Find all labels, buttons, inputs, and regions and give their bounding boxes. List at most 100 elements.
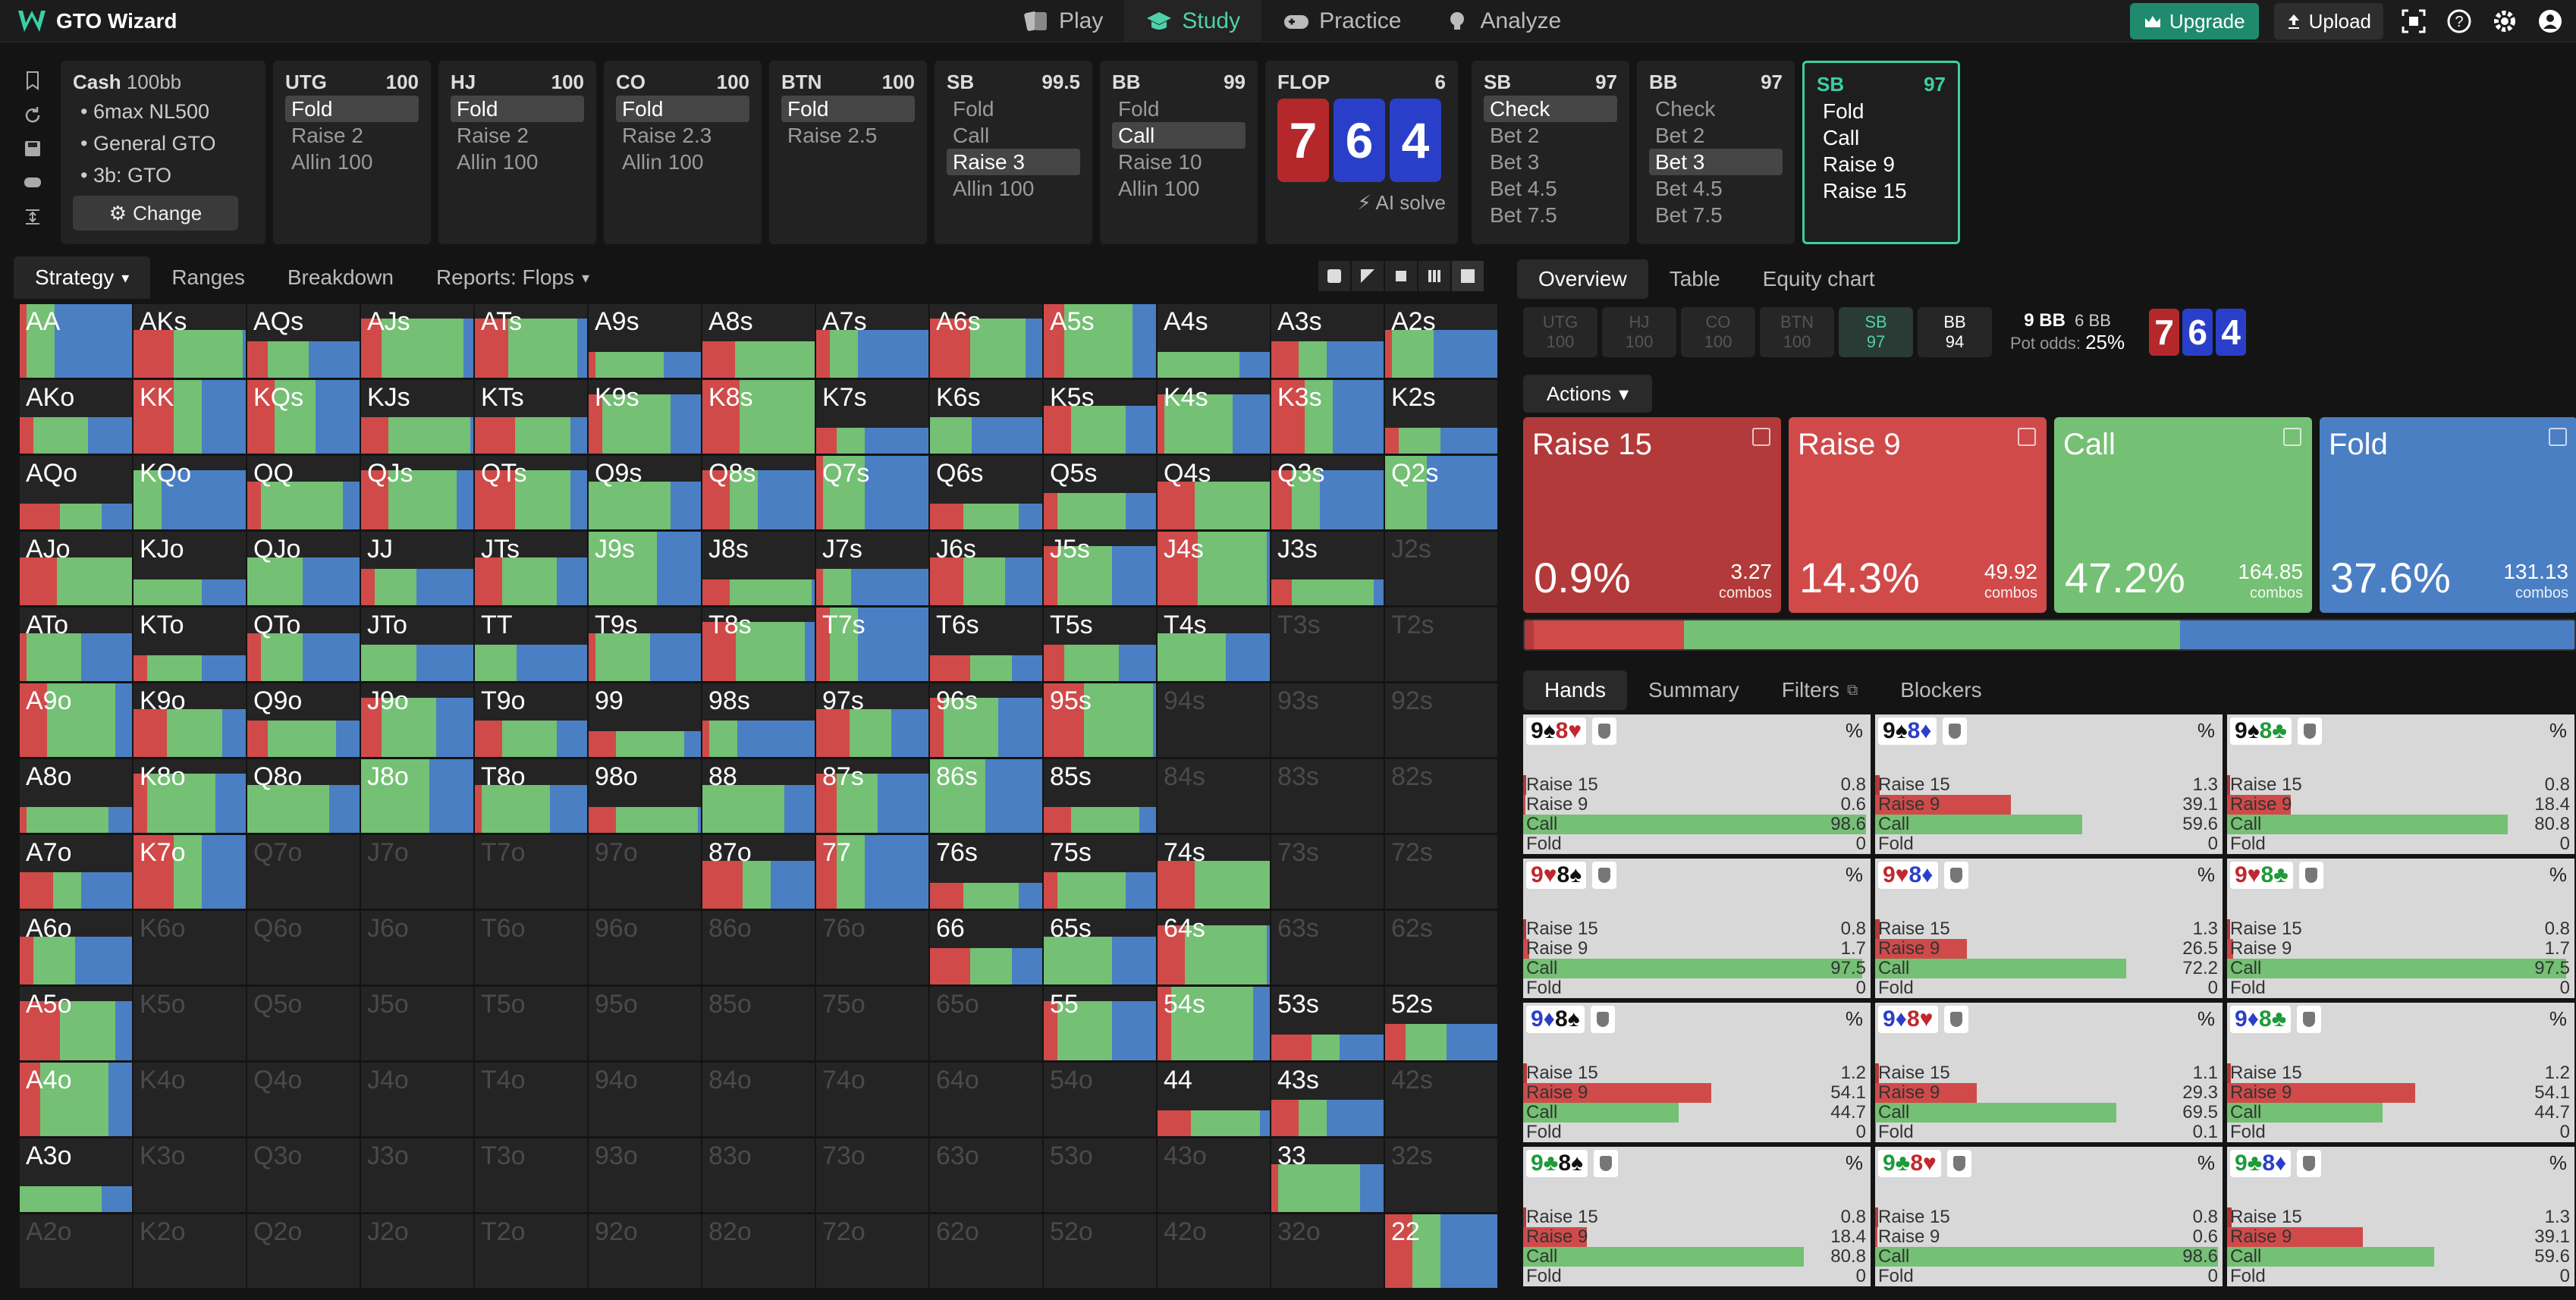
hand-cell-J3s[interactable]: J3s <box>1271 532 1384 605</box>
hand-cell-J7s[interactable]: J7s <box>816 532 928 605</box>
details-icon[interactable] <box>1752 428 1770 446</box>
line-option[interactable]: Bet 7.5 <box>1655 203 1723 227</box>
hand-cell-53s[interactable]: 53s <box>1271 987 1384 1060</box>
line-option[interactable]: Raise 2.3 <box>622 124 712 147</box>
hand-cell-QJo[interactable]: QJo <box>247 532 360 605</box>
app-logo[interactable]: GTO Wizard <box>17 8 177 35</box>
hand-cell-97s[interactable]: 97s <box>816 683 928 757</box>
hand-cell-84o[interactable]: 84o <box>702 1063 815 1136</box>
hand-cell-93s[interactable]: 93s <box>1271 683 1384 757</box>
nav-tab-study[interactable]: Study <box>1124 0 1262 42</box>
hand-cell-K4s[interactable]: K4s <box>1158 380 1270 454</box>
hand-cell-K4o[interactable]: K4o <box>134 1063 246 1136</box>
hand-cell-44[interactable]: 44 <box>1158 1063 1270 1136</box>
line-option[interactable]: Fold <box>781 96 915 122</box>
hand-cell-T4s[interactable]: T4s <box>1158 608 1270 681</box>
hand-cell-85s[interactable]: 85s <box>1044 759 1156 833</box>
hand-cell-65s[interactable]: 65s <box>1044 911 1156 984</box>
collapse-icon[interactable] <box>14 200 52 234</box>
screenshot-icon[interactable] <box>2399 6 2429 36</box>
hand-cell-A3o[interactable]: A3o <box>20 1138 132 1212</box>
hand-cell-96o[interactable]: 96o <box>589 911 701 984</box>
tab-filters[interactable]: Filters ⧉ <box>1781 678 1858 702</box>
hand-cell-AQs[interactable]: AQs <box>247 304 360 378</box>
hand-cell-Q2s[interactable]: Q2s <box>1385 456 1497 529</box>
hand-cell-A2s[interactable]: A2s <box>1385 304 1497 378</box>
hand-cell-A7s[interactable]: A7s <box>816 304 928 378</box>
hand-cell-T7o[interactable]: T7o <box>475 835 587 909</box>
hand-cell-75o[interactable]: 75o <box>816 987 928 1060</box>
hand-combo-card[interactable]: 9♣ 8♠% Raise 15 0.8 Raise 9 18.4 Call 80.8 Fold 0 <box>1523 1147 1871 1286</box>
hand-cell-J5o[interactable]: J5o <box>361 987 473 1060</box>
line-option[interactable]: Fold <box>285 96 419 122</box>
tab-table[interactable]: Table <box>1669 267 1720 290</box>
hand-cell-J4s[interactable]: J4s <box>1158 532 1270 605</box>
hand-cell-74s[interactable]: 74s <box>1158 835 1270 909</box>
hand-cell-K2s[interactable]: K2s <box>1385 380 1497 454</box>
hand-cell-T6o[interactable]: T6o <box>475 911 587 984</box>
hand-cell-93o[interactable]: 93o <box>589 1138 701 1212</box>
action-card-raise-9[interactable]: Raise 9 14.3% 49.92 combos <box>1789 417 2047 613</box>
line-option[interactable]: Call <box>1112 122 1246 149</box>
hand-cell-J3o[interactable]: J3o <box>361 1138 473 1212</box>
hand-cell-J5s[interactable]: J5s <box>1044 532 1156 605</box>
hand-cell-82s[interactable]: 82s <box>1385 759 1497 833</box>
hand-combo-card[interactable]: 9♣ 8♦% Raise 15 1.3 Raise 9 39.1 Call 59.6 Fold 0 <box>2227 1147 2574 1286</box>
line-option[interactable]: Raise 2 <box>457 124 529 147</box>
hand-cell-T9o[interactable]: T9o <box>475 683 587 757</box>
position-chip-co[interactable]: CO 100 <box>1681 307 1755 357</box>
view-3d-icon[interactable] <box>1318 261 1350 291</box>
hand-cell-A5s[interactable]: A5s <box>1044 304 1156 378</box>
hand-cell-A2o[interactable]: A2o <box>20 1214 132 1288</box>
hand-combo-card[interactable]: 9♥ 8♣% Raise 15 0.8 Raise 9 1.7 Call 97.5 Fold 0 <box>2227 859 2574 998</box>
hand-cell-53o[interactable]: 53o <box>1044 1138 1156 1212</box>
nav-tab-analyze[interactable]: Analyze <box>1422 0 1582 42</box>
tab-blockers[interactable]: Blockers <box>1900 678 1982 702</box>
hand-cell-AJs[interactable]: AJs <box>361 304 473 378</box>
hand-cell-72o[interactable]: 72o <box>816 1214 928 1288</box>
hand-cell-A8s[interactable]: A8s <box>702 304 815 378</box>
hand-cell-T5s[interactable]: T5s <box>1044 608 1156 681</box>
hand-cell-A6s[interactable]: A6s <box>930 304 1042 378</box>
line-option[interactable]: Raise 10 <box>1118 150 1202 174</box>
hand-cell-J8s[interactable]: J8s <box>702 532 815 605</box>
hand-cell-ATo[interactable]: ATo <box>20 608 132 681</box>
line-option[interactable]: Bet 2 <box>1490 124 1540 147</box>
hand-cell-A4o[interactable]: A4o <box>20 1063 132 1136</box>
tab-equity-chart[interactable]: Equity chart <box>1762 267 1875 290</box>
hand-cell-ATs[interactable]: ATs <box>475 304 587 378</box>
hand-cell-T8s[interactable]: T8s <box>702 608 815 681</box>
details-icon[interactable] <box>2283 428 2301 446</box>
line-option[interactable]: Bet 2 <box>1655 124 1705 147</box>
hand-cell-K3s[interactable]: K3s <box>1271 380 1384 454</box>
hand-cell-A3s[interactable]: A3s <box>1271 304 1384 378</box>
view-split-icon[interactable] <box>1352 261 1384 291</box>
line-option[interactable]: Raise 3 <box>947 149 1080 175</box>
hand-cell-Q9s[interactable]: Q9s <box>589 456 701 529</box>
hand-cell-T9s[interactable]: T9s <box>589 608 701 681</box>
gamepad-icon[interactable] <box>14 165 52 199</box>
hand-cell-94o[interactable]: 94o <box>589 1063 701 1136</box>
hand-cell-86o[interactable]: 86o <box>702 911 815 984</box>
hand-cell-J2s[interactable]: J2s <box>1385 532 1497 605</box>
help-icon[interactable]: ? <box>2444 6 2474 36</box>
hand-cell-63o[interactable]: 63o <box>930 1138 1042 1212</box>
hand-cell-Q4s[interactable]: Q4s <box>1158 456 1270 529</box>
hand-cell-87o[interactable]: 87o <box>702 835 815 909</box>
hand-combo-card[interactable]: 9♦ 8♣% Raise 15 1.2 Raise 9 54.1 Call 44.7 Fold 0 <box>2227 1003 2574 1142</box>
hand-cell-Q5o[interactable]: Q5o <box>247 987 360 1060</box>
hand-cell-J9s[interactable]: J9s <box>589 532 701 605</box>
hand-cell-86s[interactable]: 86s <box>930 759 1042 833</box>
tab-ranges[interactable]: Ranges <box>171 265 245 289</box>
nav-tab-play[interactable]: Play <box>1001 0 1124 42</box>
reset-icon[interactable] <box>14 99 52 132</box>
line-option[interactable]: Call <box>1823 126 1860 149</box>
line-option[interactable]: Fold <box>1118 97 1160 121</box>
hand-cell-76s[interactable]: 76s <box>930 835 1042 909</box>
tab-hands[interactable]: Hands <box>1523 670 1627 710</box>
hand-cell-A8o[interactable]: A8o <box>20 759 132 833</box>
tab-overview[interactable]: Overview <box>1517 259 1648 299</box>
view-compact-icon[interactable] <box>1385 261 1417 291</box>
hand-cell-54s[interactable]: 54s <box>1158 987 1270 1060</box>
line-option[interactable]: Allin 100 <box>622 150 704 174</box>
